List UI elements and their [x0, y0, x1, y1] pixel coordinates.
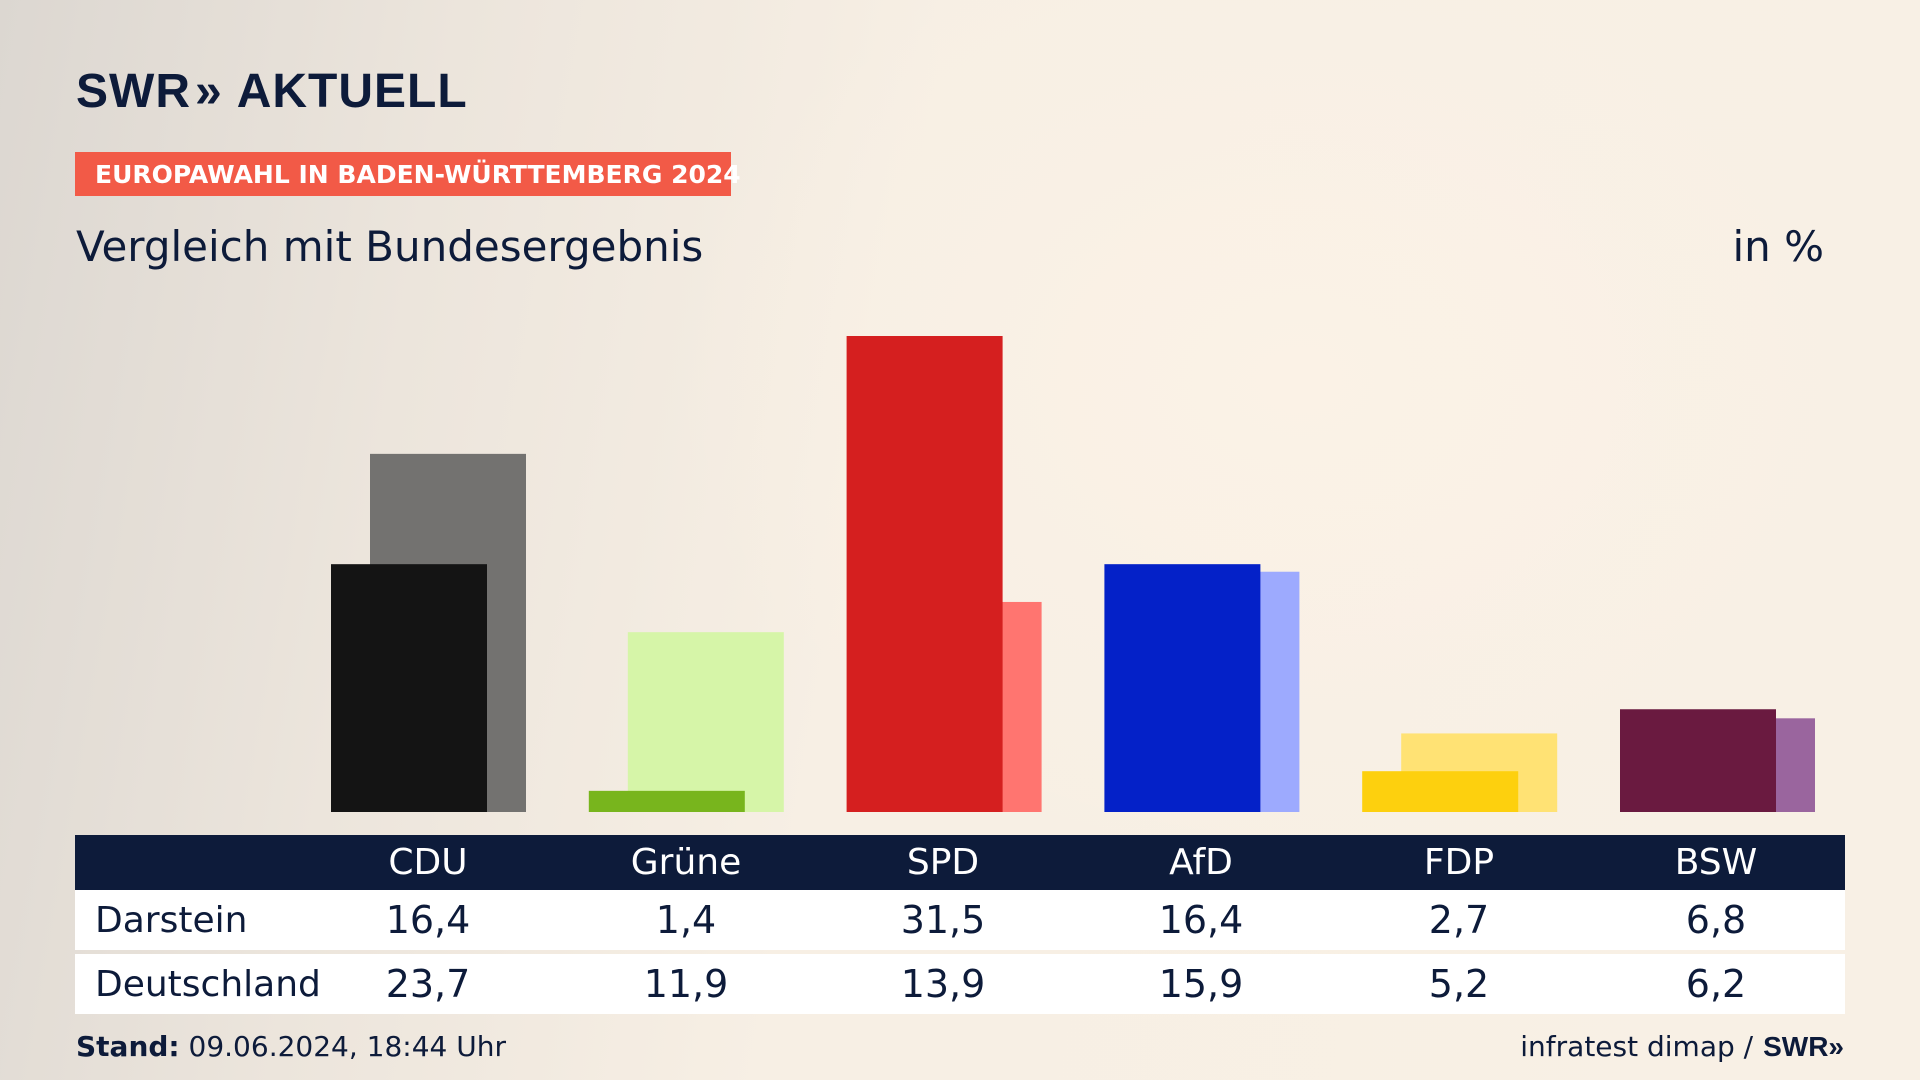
table-cell: 11,9 — [643, 962, 729, 1006]
logo-sub: AKTUELL — [236, 64, 468, 118]
table-row: Darstein 16,4 1,4 31,5 16,4 2,7 6,8 — [75, 890, 1845, 950]
column-header: AfD — [1169, 842, 1233, 883]
bar-chart — [331, 336, 1815, 812]
table-header: CDU Grüne SPD AfD FDP BSW — [75, 835, 1845, 890]
column-header: SPD — [906, 842, 980, 883]
table-cell: 16,4 — [385, 898, 471, 942]
table-cell: 1,4 — [655, 898, 717, 942]
logo-text: SWR — [76, 64, 191, 118]
table-cell: 13,9 — [900, 962, 986, 1006]
bar-darstein-fdp — [1362, 771, 1519, 812]
column-header: BSW — [1674, 842, 1758, 883]
table-cell: 2,7 — [1428, 898, 1490, 942]
table-cell: 23,7 — [385, 962, 471, 1006]
bar-darstein-afd — [1104, 564, 1261, 812]
bar-darstein-cdu — [331, 564, 487, 812]
table-cell: 6,2 — [1685, 962, 1747, 1006]
stand-value: 09.06.2024, 18:44 Uhr — [188, 1030, 506, 1063]
election-tag: EUROPAWAHL IN BADEN-WÜRTTEMBERG 2024 — [75, 152, 741, 196]
source-text: infratest dimap / — [1520, 1030, 1754, 1063]
column-header: Grüne — [630, 842, 742, 883]
column-header: CDU — [388, 842, 468, 883]
bar-darstein-grüne — [588, 790, 745, 812]
source-credit: infratest dimap / SWR» — [1520, 1030, 1844, 1063]
logo-chevron-icon: » — [194, 64, 223, 118]
page-title: Vergleich mit Bundesergebnis — [76, 222, 704, 271]
bar-deutschland-grüne — [627, 632, 784, 812]
column-header: FDP — [1423, 842, 1495, 883]
table-cell: 5,2 — [1428, 962, 1490, 1006]
timestamp: Stand: 09.06.2024, 18:44 Uhr — [76, 1030, 506, 1063]
bar-darstein-bsw — [1620, 709, 1776, 812]
table-cell: 31,5 — [900, 898, 986, 942]
row-label: Darstein — [95, 899, 248, 941]
table-cell: 15,9 — [1158, 962, 1244, 1006]
swr-logo: SWR» — [1763, 1030, 1844, 1062]
row-label: Deutschland — [95, 963, 321, 1005]
table-row: Deutschland 23,7 11,9 13,9 15,9 5,2 6,2 — [75, 954, 1845, 1014]
results-table: CDU Grüne SPD AfD FDP BSW Darstein 16,4 1,4 31,… — [75, 835, 1845, 1014]
table-cell: 16,4 — [1158, 898, 1244, 942]
unit-label: in % — [1732, 222, 1824, 271]
table-cell: 6,8 — [1685, 898, 1747, 942]
bar-darstein-spd — [846, 336, 1003, 812]
stand-label: Stand: — [76, 1030, 180, 1063]
swr-aktuell-logo: SWR » AKTUELL — [76, 64, 468, 118]
